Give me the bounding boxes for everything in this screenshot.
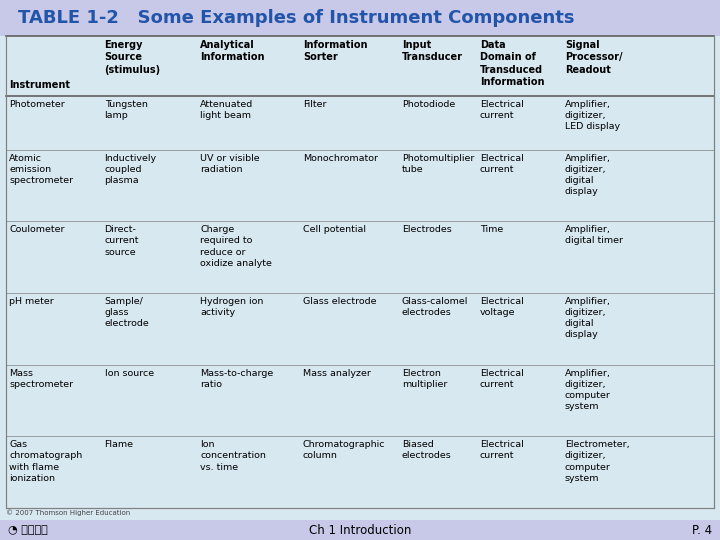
Text: P. 4: P. 4 bbox=[692, 523, 712, 537]
Text: Signal
Processor/
Readout: Signal Processor/ Readout bbox=[564, 40, 622, 75]
Text: Mass-to-charge
ratio: Mass-to-charge ratio bbox=[200, 369, 274, 389]
Text: Ch 1 Introduction: Ch 1 Introduction bbox=[309, 523, 411, 537]
Text: Amplifier,
digital timer: Amplifier, digital timer bbox=[564, 225, 623, 246]
Text: Electrometer,
digitizer,
computer
system: Electrometer, digitizer, computer system bbox=[564, 440, 629, 483]
Text: Gas
chromatograph
with flame
ionization: Gas chromatograph with flame ionization bbox=[9, 440, 82, 483]
Text: Amplifier,
digitizer,
digital
display: Amplifier, digitizer, digital display bbox=[564, 297, 611, 339]
Text: Information
Sorter: Information Sorter bbox=[303, 40, 367, 63]
Text: Inductively
coupled
plasma: Inductively coupled plasma bbox=[104, 154, 157, 185]
Text: Input
Transducer: Input Transducer bbox=[402, 40, 463, 63]
Text: Mass
spectrometer: Mass spectrometer bbox=[9, 369, 73, 389]
Text: Flame: Flame bbox=[104, 440, 134, 449]
Text: Electrodes: Electrodes bbox=[402, 225, 451, 234]
Text: Electrical
current: Electrical current bbox=[480, 100, 523, 120]
Text: Charge
required to
reduce or
oxidize analyte: Charge required to reduce or oxidize ana… bbox=[200, 225, 272, 268]
Text: UV or visible
radiation: UV or visible radiation bbox=[200, 154, 260, 174]
Text: TABLE 1-2   Some Examples of Instrument Components: TABLE 1-2 Some Examples of Instrument Co… bbox=[18, 9, 575, 27]
Text: Time: Time bbox=[480, 225, 503, 234]
Text: Monochromator: Monochromator bbox=[303, 154, 378, 163]
Text: Instrument: Instrument bbox=[9, 80, 70, 90]
Text: Energy
Source
(stimulus): Energy Source (stimulus) bbox=[104, 40, 161, 75]
Text: Ion source: Ion source bbox=[104, 369, 153, 377]
Text: Biased
electrodes: Biased electrodes bbox=[402, 440, 451, 461]
Bar bbox=[0, 520, 720, 540]
Text: Hydrogen ion
activity: Hydrogen ion activity bbox=[200, 297, 264, 317]
Text: Amplifier,
digitizer,
computer
system: Amplifier, digitizer, computer system bbox=[564, 369, 611, 411]
Text: Electrical
voltage: Electrical voltage bbox=[480, 297, 523, 317]
Text: Analytical
Information: Analytical Information bbox=[200, 40, 265, 63]
Text: Glass-calomel
electrodes: Glass-calomel electrodes bbox=[402, 297, 468, 317]
Text: Electron
multiplier: Electron multiplier bbox=[402, 369, 447, 389]
Text: Photometer: Photometer bbox=[9, 100, 65, 109]
Bar bbox=[6, 36, 714, 508]
Text: Electrical
current: Electrical current bbox=[480, 154, 523, 174]
Bar bbox=[6, 36, 714, 96]
Text: Mass analyzer: Mass analyzer bbox=[303, 369, 371, 377]
Text: Electrical
current: Electrical current bbox=[480, 440, 523, 461]
Text: Direct-
current
source: Direct- current source bbox=[104, 225, 139, 256]
Text: Electrical
current: Electrical current bbox=[480, 369, 523, 389]
Text: ◔ 歐亞書局: ◔ 歐亞書局 bbox=[8, 525, 48, 535]
Text: Chromatographic
column: Chromatographic column bbox=[303, 440, 385, 461]
Bar bbox=[0, 0, 720, 36]
Text: Data
Domain of
Transduced
Information: Data Domain of Transduced Information bbox=[480, 40, 544, 87]
Text: © 2007 Thomson Higher Education: © 2007 Thomson Higher Education bbox=[6, 509, 130, 516]
Text: pH meter: pH meter bbox=[9, 297, 54, 306]
Text: Amplifier,
digitizer,
digital
display: Amplifier, digitizer, digital display bbox=[564, 154, 611, 196]
Text: Glass electrode: Glass electrode bbox=[303, 297, 377, 306]
Text: Ion
concentration
vs. time: Ion concentration vs. time bbox=[200, 440, 266, 471]
Text: Atomic
emission
spectrometer: Atomic emission spectrometer bbox=[9, 154, 73, 185]
Text: Sample/
glass
electrode: Sample/ glass electrode bbox=[104, 297, 149, 328]
Text: Attenuated
light beam: Attenuated light beam bbox=[200, 100, 253, 120]
Text: Photomultiplier
tube: Photomultiplier tube bbox=[402, 154, 474, 174]
Text: Photodiode: Photodiode bbox=[402, 100, 455, 109]
Text: Tungsten
lamp: Tungsten lamp bbox=[104, 100, 148, 120]
Text: Amplifier,
digitizer,
LED display: Amplifier, digitizer, LED display bbox=[564, 100, 620, 131]
Text: Cell potential: Cell potential bbox=[303, 225, 366, 234]
Text: Filter: Filter bbox=[303, 100, 326, 109]
Text: Coulometer: Coulometer bbox=[9, 225, 65, 234]
